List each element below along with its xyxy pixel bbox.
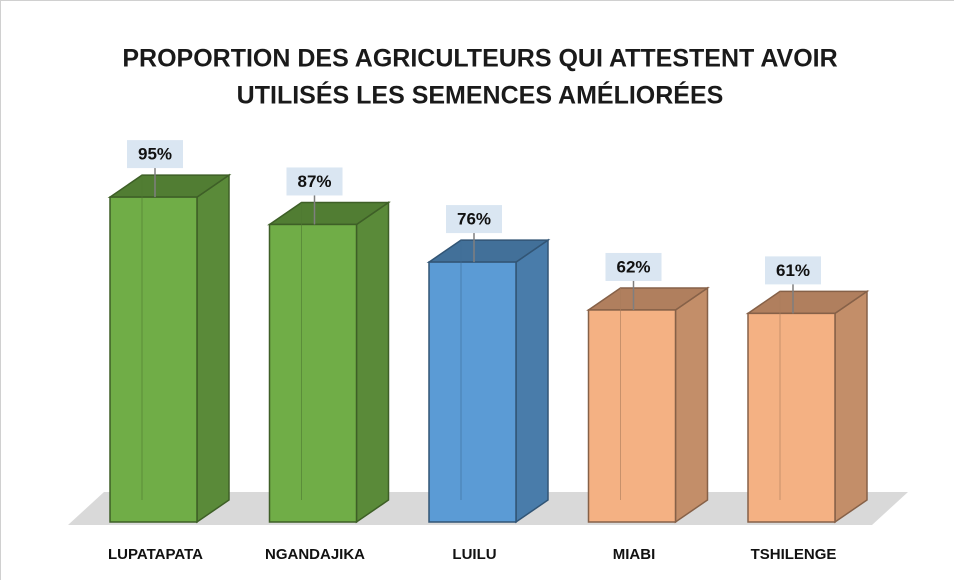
chart-title: UTILISÉS LES SEMENCES AMÉLIORÉES xyxy=(237,81,724,110)
chart-title: PROPORTION DES AGRICULTEURS QUI ATTESTEN… xyxy=(122,45,837,73)
value-label-box xyxy=(765,256,821,285)
value-label-box xyxy=(605,252,662,281)
bar-side xyxy=(196,173,230,524)
bar xyxy=(109,196,198,523)
value-label: 76% xyxy=(457,210,491,229)
bar xyxy=(587,309,677,523)
bar-side xyxy=(355,201,390,524)
value-label: 95% xyxy=(138,145,172,164)
bar-side xyxy=(515,238,549,524)
bar xyxy=(747,312,836,523)
value-label: 61% xyxy=(776,261,810,280)
bar xyxy=(268,223,358,523)
value-label-box xyxy=(286,167,343,196)
x-tick-label: NGANDAJIKA xyxy=(265,546,365,563)
bar-side xyxy=(674,286,709,524)
x-tick-label: LUILU xyxy=(452,546,496,563)
value-label: 62% xyxy=(616,257,650,276)
value-label-box xyxy=(127,140,183,169)
value-label-box xyxy=(446,205,502,234)
x-tick-label: MIABI xyxy=(613,546,656,563)
bar-side xyxy=(834,289,868,524)
x-tick-label: LUPATAPATA xyxy=(108,546,203,563)
x-tick-label: TSHILENGE xyxy=(751,546,837,563)
bar xyxy=(428,261,517,523)
value-label: 87% xyxy=(297,172,331,191)
